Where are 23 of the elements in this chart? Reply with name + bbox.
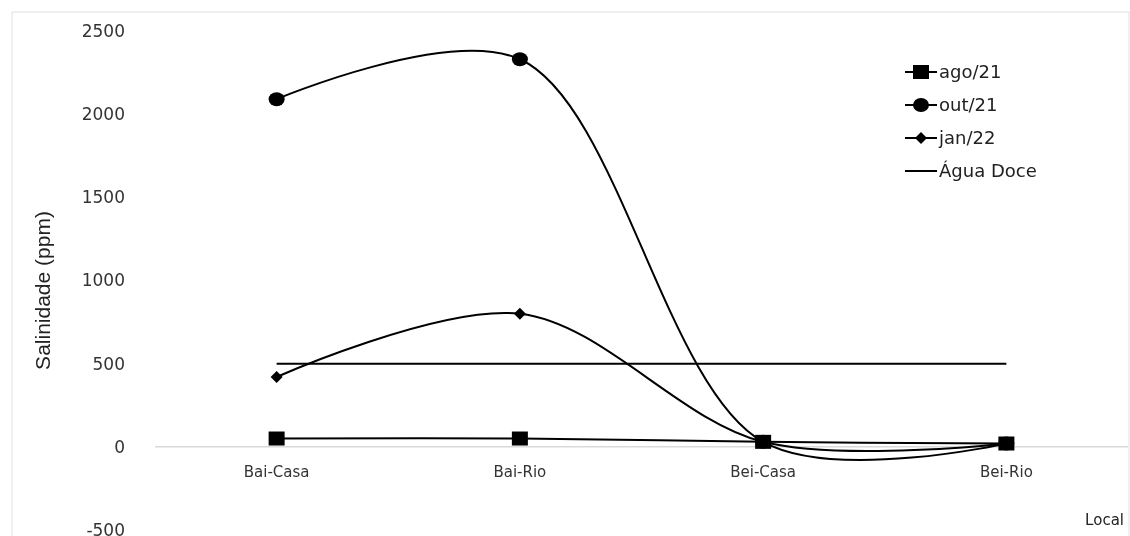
y-tick-label: 1500 (81, 187, 125, 208)
y-tick-label: 0 (114, 436, 125, 457)
x-axis-title: Local (1085, 511, 1124, 529)
y-tick-label: 2000 (81, 104, 125, 125)
point (511, 431, 528, 446)
x-tick-label: Bai-Casa (243, 462, 310, 481)
legend-label: Água Doce (939, 160, 1037, 182)
y-axis-title: Salinidade (ppm) (31, 211, 54, 370)
point (270, 370, 283, 383)
x-tick-label: Bei-Rio (979, 462, 1033, 481)
point (511, 52, 528, 67)
x-tick-label: Bai-Rio (493, 462, 547, 481)
y-tick-label: 2500 (81, 20, 125, 41)
x-tick-label: Bei-Casa (730, 462, 797, 481)
y-tick-label: -500 (86, 519, 125, 536)
y-tick-label: 500 (92, 353, 125, 374)
legend-label: out/21 (939, 94, 998, 116)
point (268, 431, 285, 446)
point (268, 92, 285, 107)
y-tick-label: 1000 (81, 270, 125, 291)
legend-label: jan/22 (938, 127, 996, 149)
point (513, 307, 526, 320)
legend-label: ago/21 (939, 61, 1002, 83)
